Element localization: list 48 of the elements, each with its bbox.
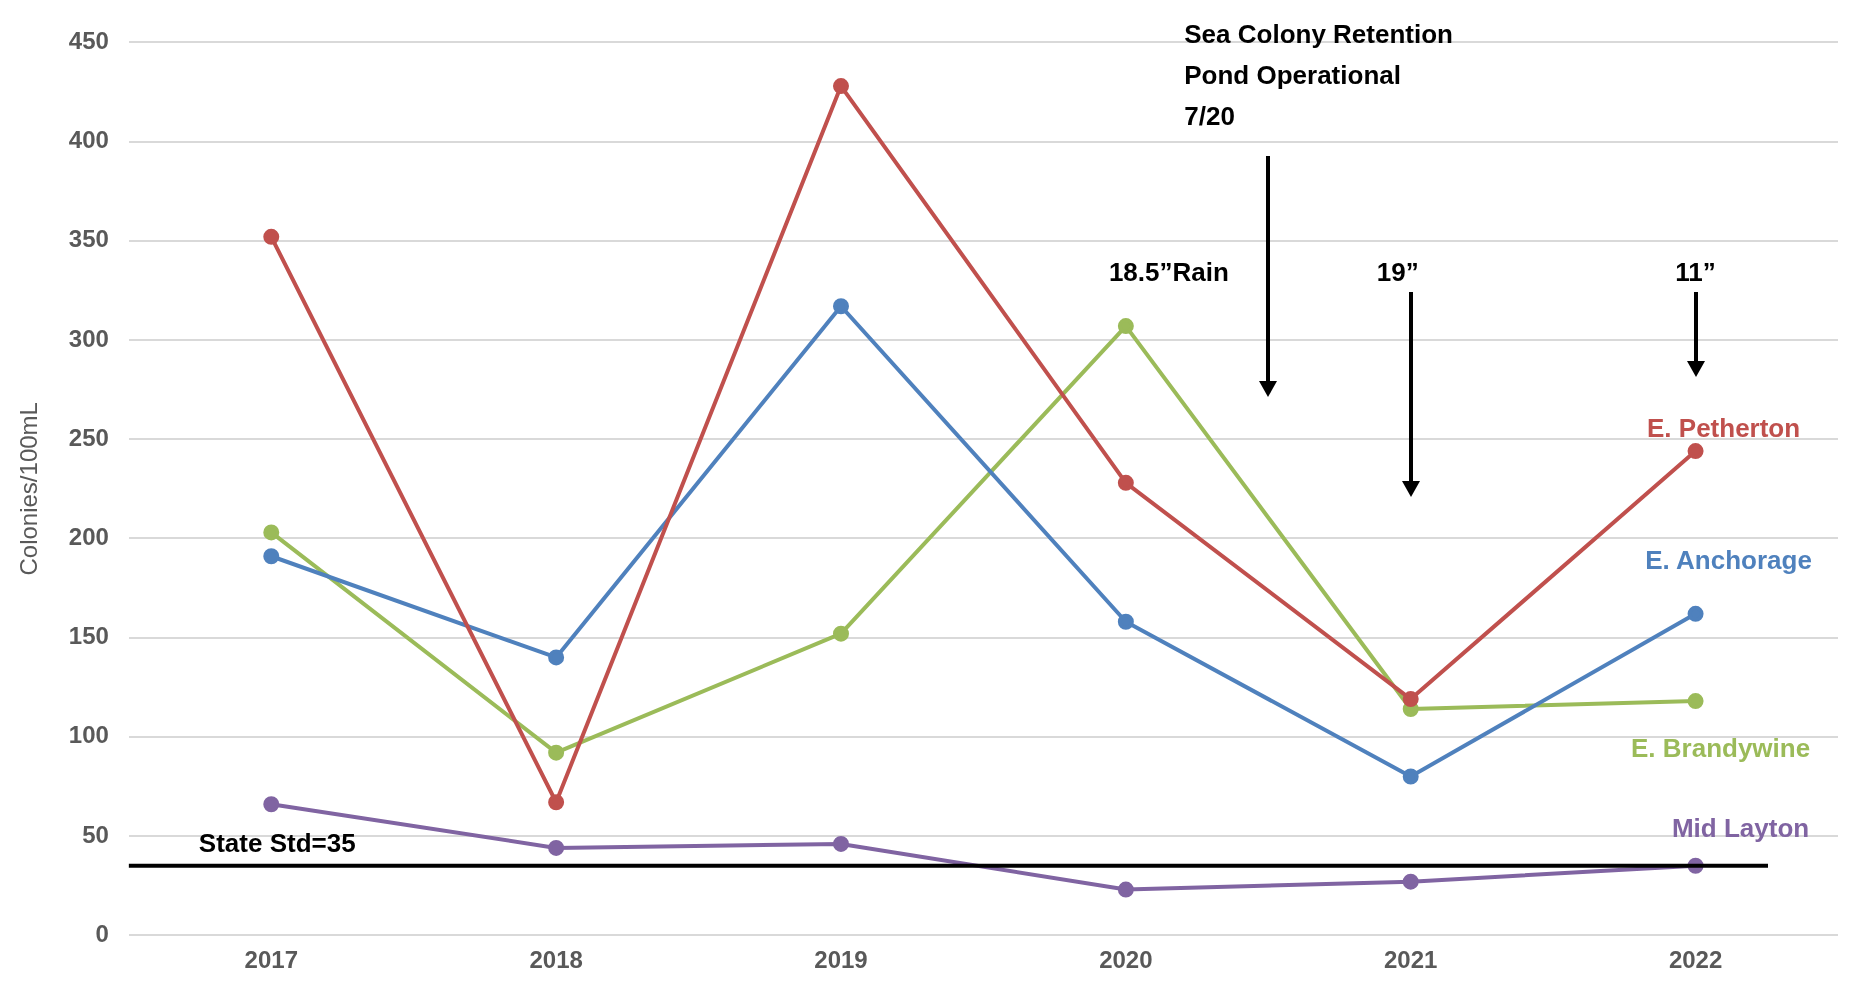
annotation: 18.5”Rain [1108,256,1229,287]
annotation: Sea Colony Retention Pond Operational 7/20 [1184,18,1454,133]
ref-line-label: State Std=35 [198,827,356,858]
y-tick-label: 0 [95,919,109,947]
y-tick-label: 450 [68,27,109,55]
x-tick-label: 2019 [814,946,868,974]
point [548,794,565,811]
x-tick-label: 2017 [244,946,298,974]
point [832,835,849,852]
point [1402,873,1419,890]
point [1402,691,1419,708]
point [832,78,849,95]
x-tick-label: 2020 [1099,946,1153,974]
y-tick-label: 400 [68,126,109,154]
y-axis-title: Colonies/100mL [15,402,43,576]
series-label: Mid Layton [1671,812,1810,843]
point [832,298,849,315]
y-tick-label: 200 [68,523,109,551]
x-tick-label: 2022 [1668,946,1723,974]
point [1687,605,1704,622]
point [263,228,280,245]
point [1117,318,1134,335]
point [1117,881,1134,898]
y-tick-label: 100 [68,721,109,749]
series-label: E. Petherton [1647,413,1801,444]
point [1117,474,1134,491]
point [1687,693,1704,710]
annotation: 19” [1376,256,1419,287]
y-tick-label: 350 [68,225,109,253]
y-tick-label: 50 [82,820,109,848]
point [1117,613,1134,630]
point [1402,768,1419,785]
point [263,796,280,813]
series-label: E. Brandywine [1630,733,1811,764]
y-tick-label: 150 [68,622,109,650]
point [548,649,565,666]
point [263,524,280,541]
x-tick-label: 2021 [1384,946,1438,974]
point [832,625,849,642]
annotation: 11” [1675,256,1716,287]
point [1687,443,1704,460]
x-tick-label: 2018 [529,946,583,974]
point [263,548,280,565]
point [548,839,565,856]
y-tick-label: 300 [68,324,109,352]
point [548,744,565,761]
text: E. Anchorage [1645,544,1812,575]
y-tick-label: 250 [68,423,109,451]
